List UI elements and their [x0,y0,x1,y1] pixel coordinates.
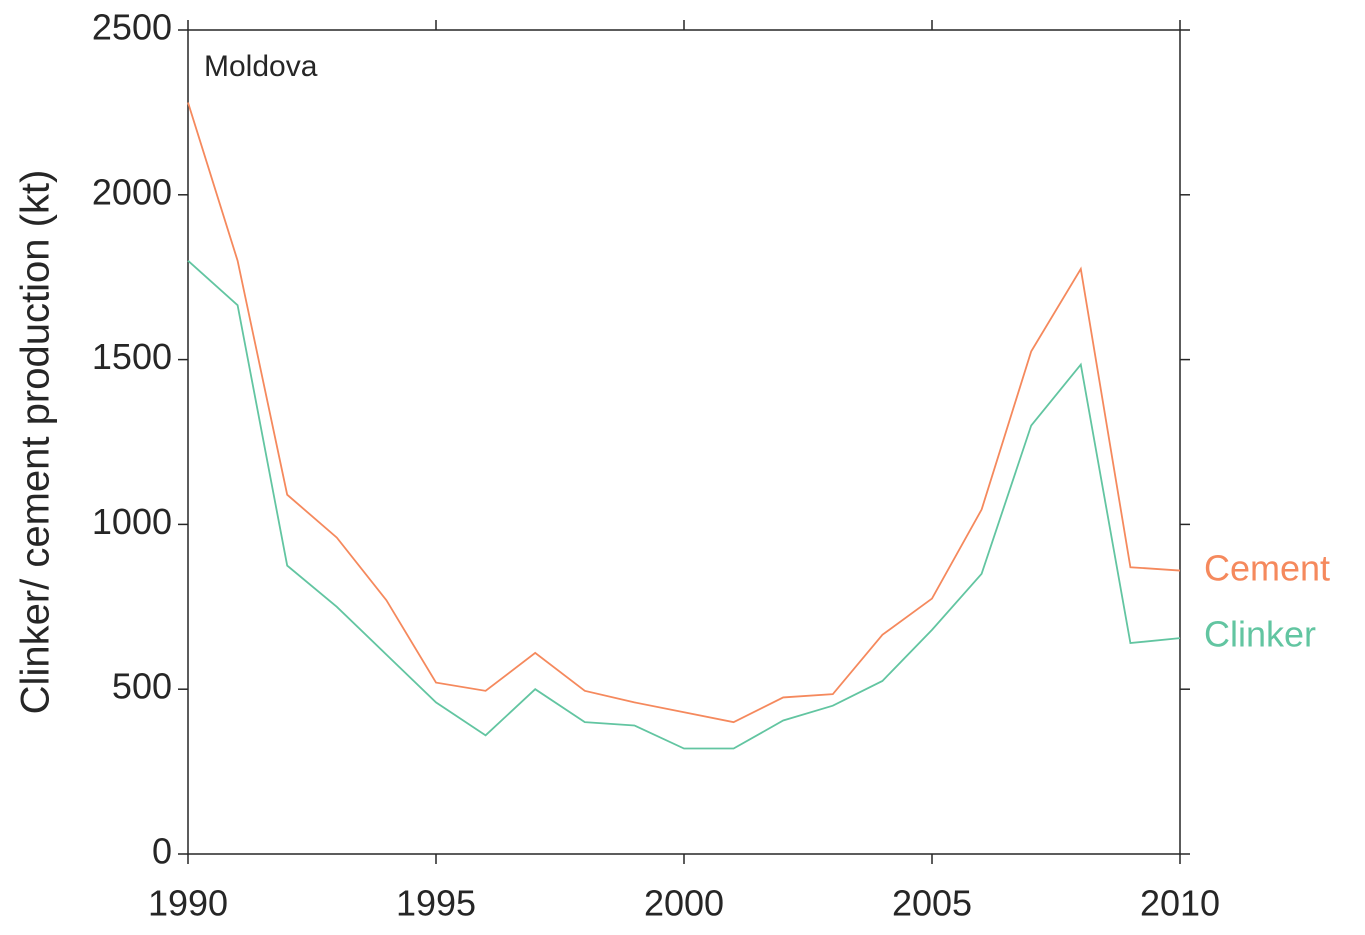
series-line [187,102,1181,724]
y-tick-label: 2000 [92,171,172,212]
legend-label: Cement [1204,548,1330,589]
legend-label: Clinker [1204,614,1316,655]
x-tick-label: 1995 [396,883,476,924]
y-tick-label: 1500 [92,336,172,377]
y-axis-label: Clinker/ cement production (kt) [14,170,58,715]
y-tick-label: 2500 [92,7,172,48]
x-tick-label: 2005 [892,883,972,924]
plot-frame [187,29,1181,855]
series-line [187,260,1181,750]
y-tick-label: 500 [112,666,172,707]
y-tick-label: 0 [152,831,172,872]
y-tick-label: 1000 [92,501,172,542]
x-tick-label: 2010 [1140,883,1220,924]
chart-title: Moldova [204,50,318,83]
x-tick-label: 1990 [148,883,228,924]
x-tick-label: 2000 [644,883,724,924]
